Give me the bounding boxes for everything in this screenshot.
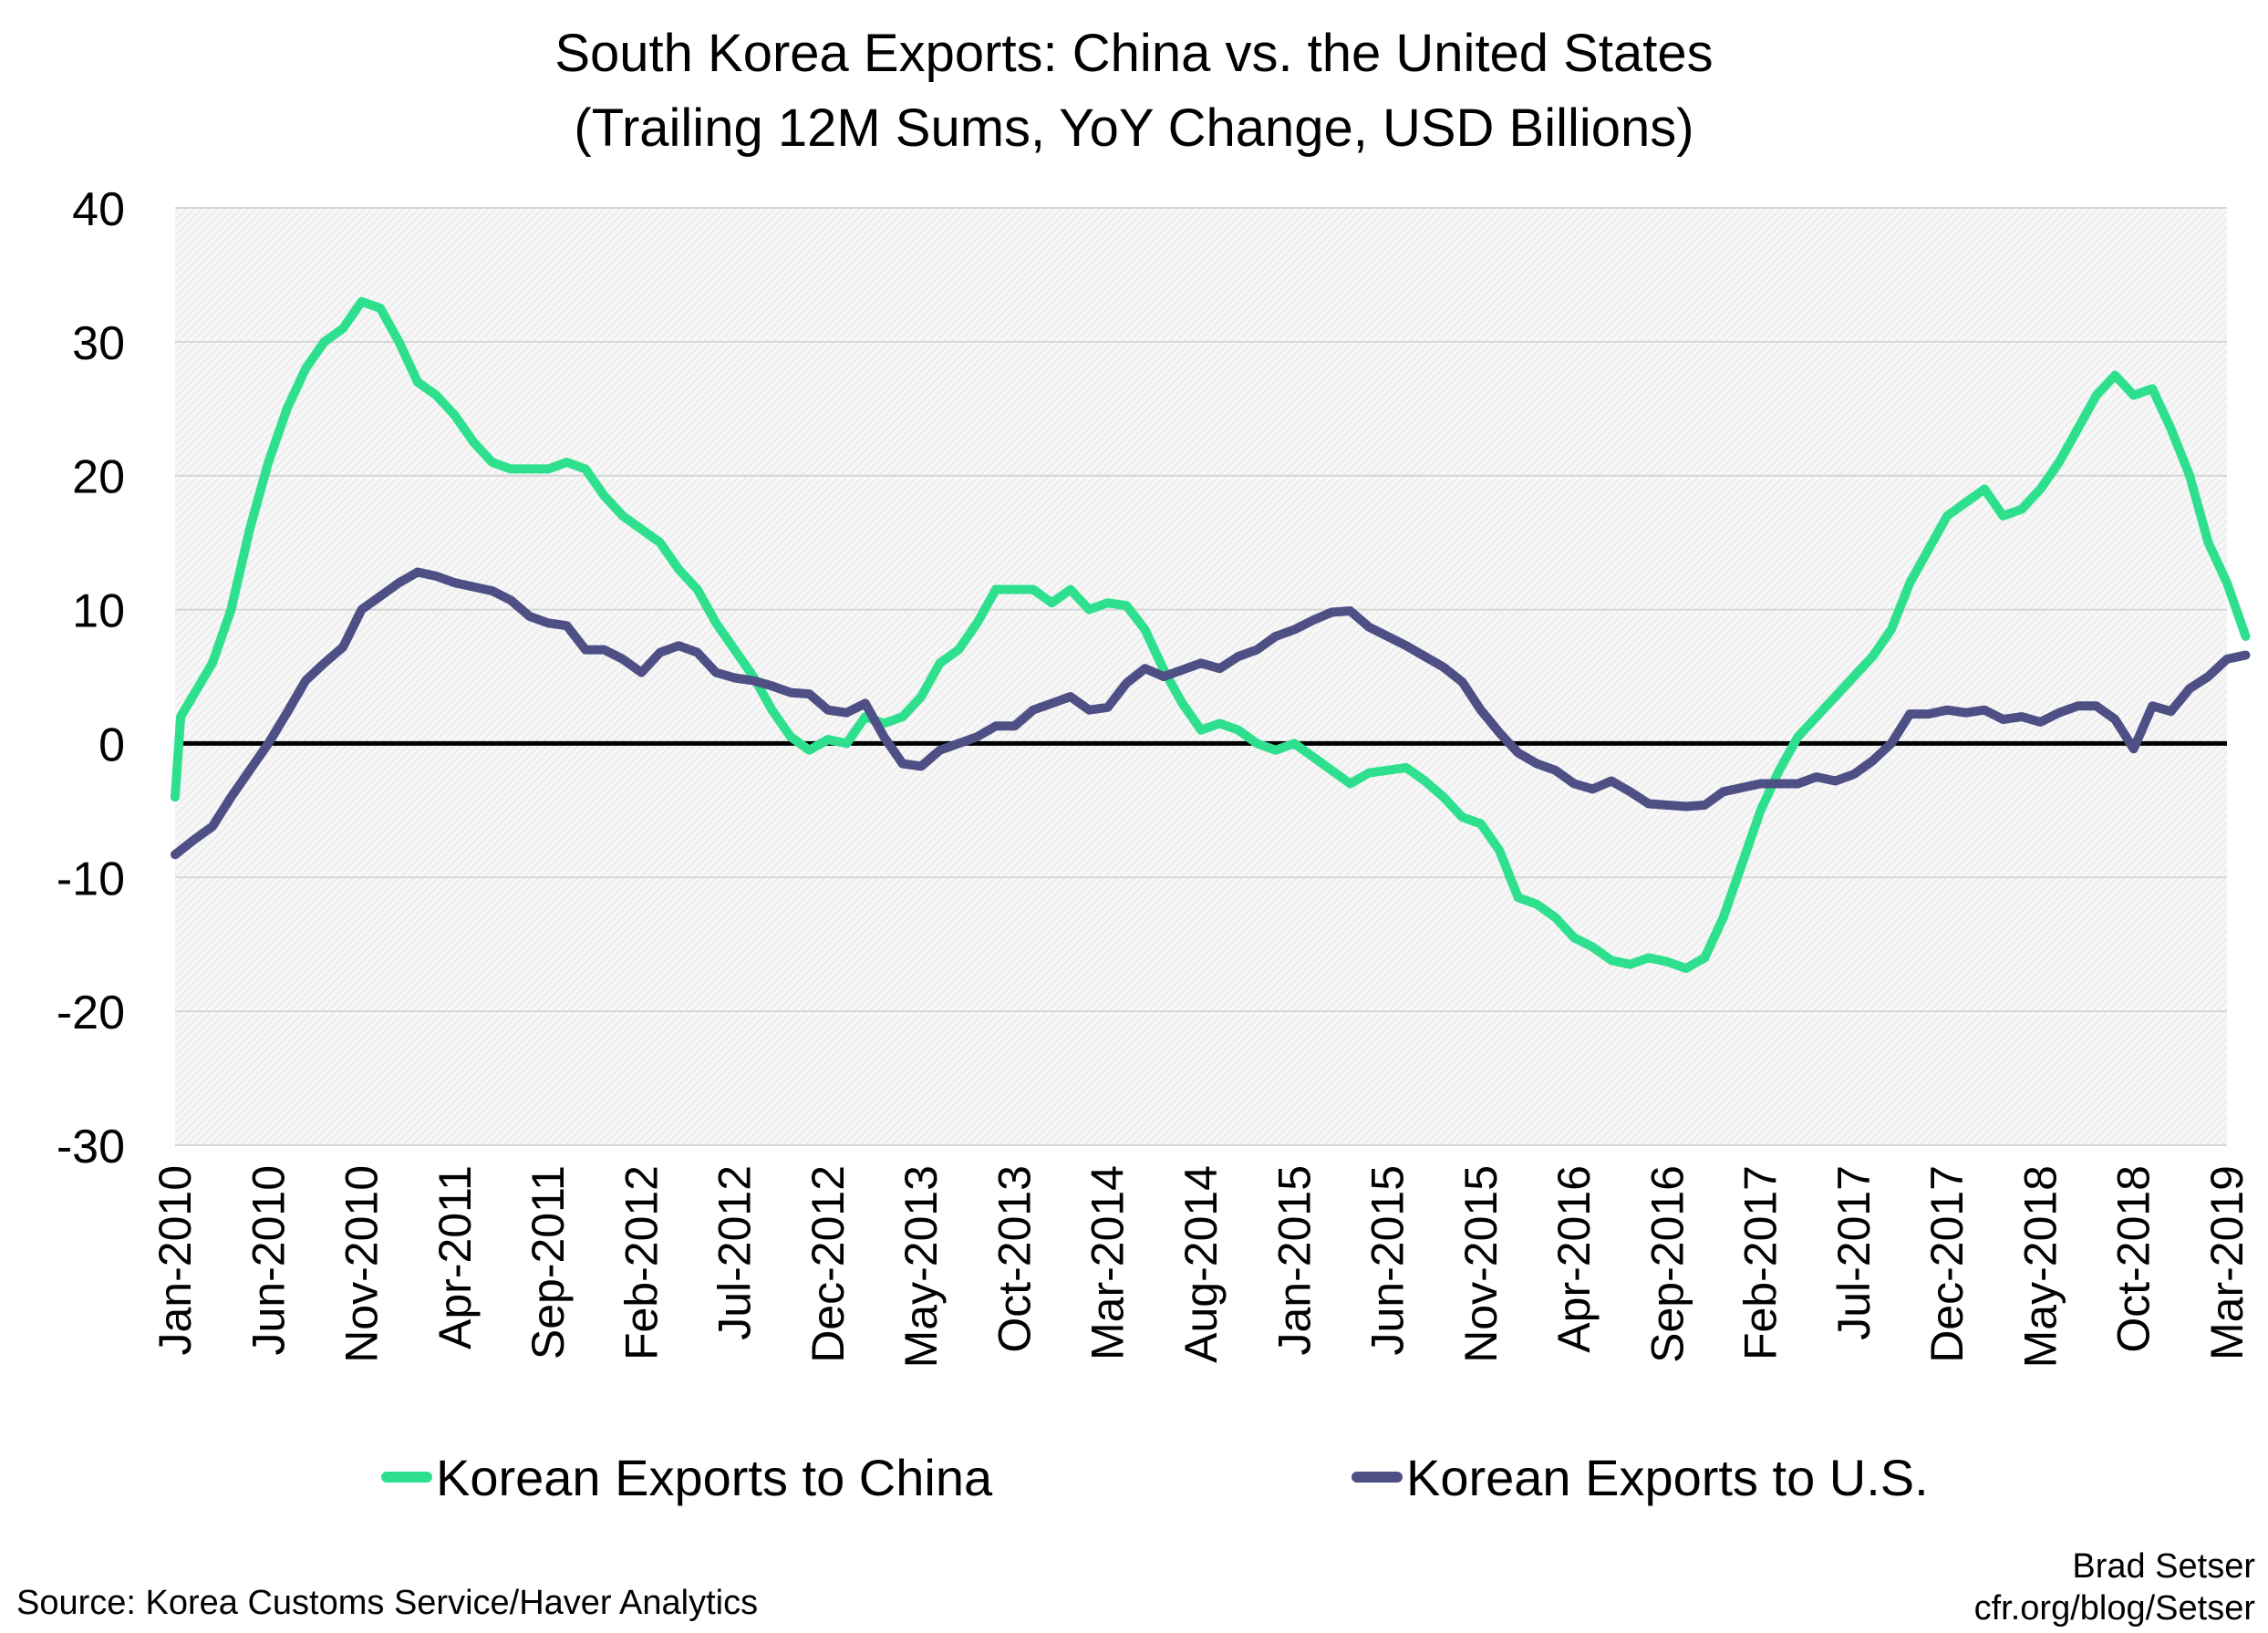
- x-tick-label: May-2013: [896, 1165, 947, 1368]
- x-tick-label: Mar-2014: [1082, 1165, 1134, 1360]
- y-tick-label: 20: [72, 451, 125, 504]
- x-tick-label: Dec-2017: [1921, 1165, 1973, 1363]
- chart-subtitle: (Trailing 12M Sums, YoY Change, USD Bill…: [574, 98, 1694, 158]
- x-tick-label: Jan-2010: [150, 1165, 201, 1356]
- x-tick-label: Feb-2017: [1735, 1165, 1786, 1360]
- x-tick-label: Apr-2011: [430, 1165, 481, 1349]
- y-tick-label: 10: [72, 585, 125, 638]
- x-tick-label: Jun-2010: [243, 1165, 294, 1356]
- x-tick-label: Feb-2012: [616, 1165, 667, 1360]
- credit-site: cfr.org/blog/Setser: [1973, 1589, 2255, 1628]
- y-tick-label: 30: [72, 317, 125, 370]
- x-tick-label: Jul-2017: [1828, 1165, 1880, 1340]
- x-tick-label: Dec-2012: [803, 1165, 854, 1363]
- chart-title: South Korea Exports: China vs. the Unite…: [0, 16, 2268, 166]
- x-tick-label: Jun-2015: [1362, 1165, 1414, 1356]
- x-tick-label: Aug-2014: [1175, 1165, 1227, 1363]
- legend-item-china: Korean Exports to China: [381, 1445, 992, 1509]
- x-tick-label: Jul-2012: [709, 1165, 761, 1340]
- x-tick-label: Sep-2011: [523, 1165, 574, 1359]
- y-tick-label: -30: [57, 1121, 125, 1173]
- legend-label-china: Korean Exports to China: [436, 1448, 993, 1506]
- credit: Brad Setser cfr.org/blog/Setser: [1974, 1545, 2255, 1629]
- series-line-china: [171, 296, 2251, 974]
- x-tick-label: Mar-2019: [2201, 1165, 2252, 1360]
- legend-item-us: Korean Exports to U.S.: [1351, 1445, 1929, 1509]
- x-tick-label: Oct-2013: [989, 1165, 1040, 1353]
- x-tick-label: Sep-2016: [1641, 1165, 1693, 1363]
- source-note: Source: Korea Customs Service/Haver Anal…: [16, 1584, 759, 1622]
- legend-swatch-china: [381, 1472, 432, 1483]
- series-line-us: [171, 567, 2251, 860]
- credit-name: Brad Setser: [2072, 1547, 2255, 1586]
- x-tick-label: Apr-2016: [1548, 1165, 1600, 1353]
- y-tick-label: -20: [57, 987, 125, 1039]
- legend-label-us: Korean Exports to U.S.: [1406, 1448, 1929, 1506]
- y-tick-label: 0: [98, 718, 125, 771]
- x-tick-label: Oct-2018: [2108, 1165, 2159, 1353]
- x-tick-label: Nov-2010: [337, 1165, 388, 1363]
- x-tick-label: May-2018: [2014, 1165, 2066, 1368]
- y-tick-label: -10: [57, 853, 125, 905]
- x-tick-label: Jan-2015: [1269, 1165, 1320, 1356]
- plot-background: [175, 208, 2227, 1145]
- x-tick-label: Nov-2015: [1455, 1165, 1507, 1363]
- chart-title-line1: South Korea Exports: China vs. the Unite…: [554, 24, 1714, 83]
- legend-swatch-us: [1351, 1472, 1403, 1483]
- y-tick-label: 40: [72, 183, 125, 236]
